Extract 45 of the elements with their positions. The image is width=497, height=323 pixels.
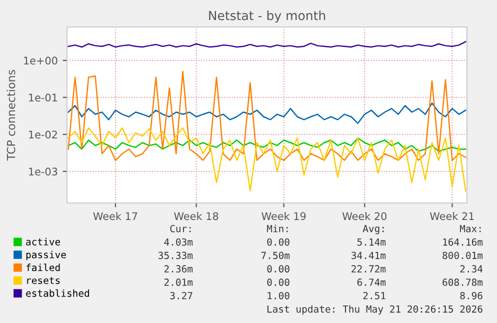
text: 2.34 — [460, 265, 483, 273]
line-series — [68, 137, 466, 152]
text: Last update: Thu May 21 20:26:15 2026 — [267, 305, 482, 315]
x-tick-label: Week 19 — [262, 212, 306, 220]
text: 2.51 — [363, 292, 386, 300]
text: 608.78m — [442, 278, 483, 286]
line-series — [68, 127, 466, 192]
text: 0.00 — [267, 238, 290, 246]
line-series — [68, 70, 466, 161]
x-tick-label: Week 21 — [430, 212, 474, 220]
text: 6.74m — [357, 278, 386, 286]
text: Cur: — [170, 224, 191, 232]
y-tick-label: 1e-02 — [29, 130, 57, 139]
legend-label: established — [26, 289, 89, 297]
text: 164.16m — [443, 238, 483, 246]
text: 3.27 — [170, 292, 192, 300]
text: 7.50m — [261, 252, 290, 260]
text: 5.14m — [357, 238, 386, 246]
line-series — [68, 102, 466, 124]
y-tick-label: 1e-03 — [29, 168, 58, 176]
text: Max: — [460, 225, 481, 232]
text: 34.41m — [352, 252, 386, 260]
text: 800.01m — [442, 252, 483, 260]
text: 1.00 — [268, 292, 290, 300]
legend-label: failed — [26, 264, 60, 272]
x-tick-label: Week 17 — [93, 212, 138, 220]
text: 22.72m — [352, 265, 386, 272]
y-axis-title: TCP connections — [6, 70, 16, 161]
legend-label: resets — [27, 277, 60, 284]
text: Min: — [266, 224, 288, 232]
text: 0.00 — [267, 278, 290, 286]
text: 35.33m — [158, 252, 193, 260]
x-tick-label: Week 18 — [174, 212, 218, 220]
text: 2.01m — [164, 278, 193, 286]
text: 0.00 — [267, 265, 290, 273]
text: 4.03m — [164, 238, 193, 246]
text: Avg: — [362, 225, 384, 234]
x-tick-label: Week 20 — [342, 212, 387, 220]
legend-label: passive — [26, 250, 66, 260]
y-tick-label: 1e-01 — [29, 94, 58, 102]
chart-title: Netstat - by month — [209, 10, 326, 23]
text: 2.36m — [164, 265, 193, 273]
legend-label: active — [26, 238, 60, 246]
y-tick-label: 1e+00 — [24, 56, 58, 65]
text: 8.96 — [460, 292, 482, 300]
